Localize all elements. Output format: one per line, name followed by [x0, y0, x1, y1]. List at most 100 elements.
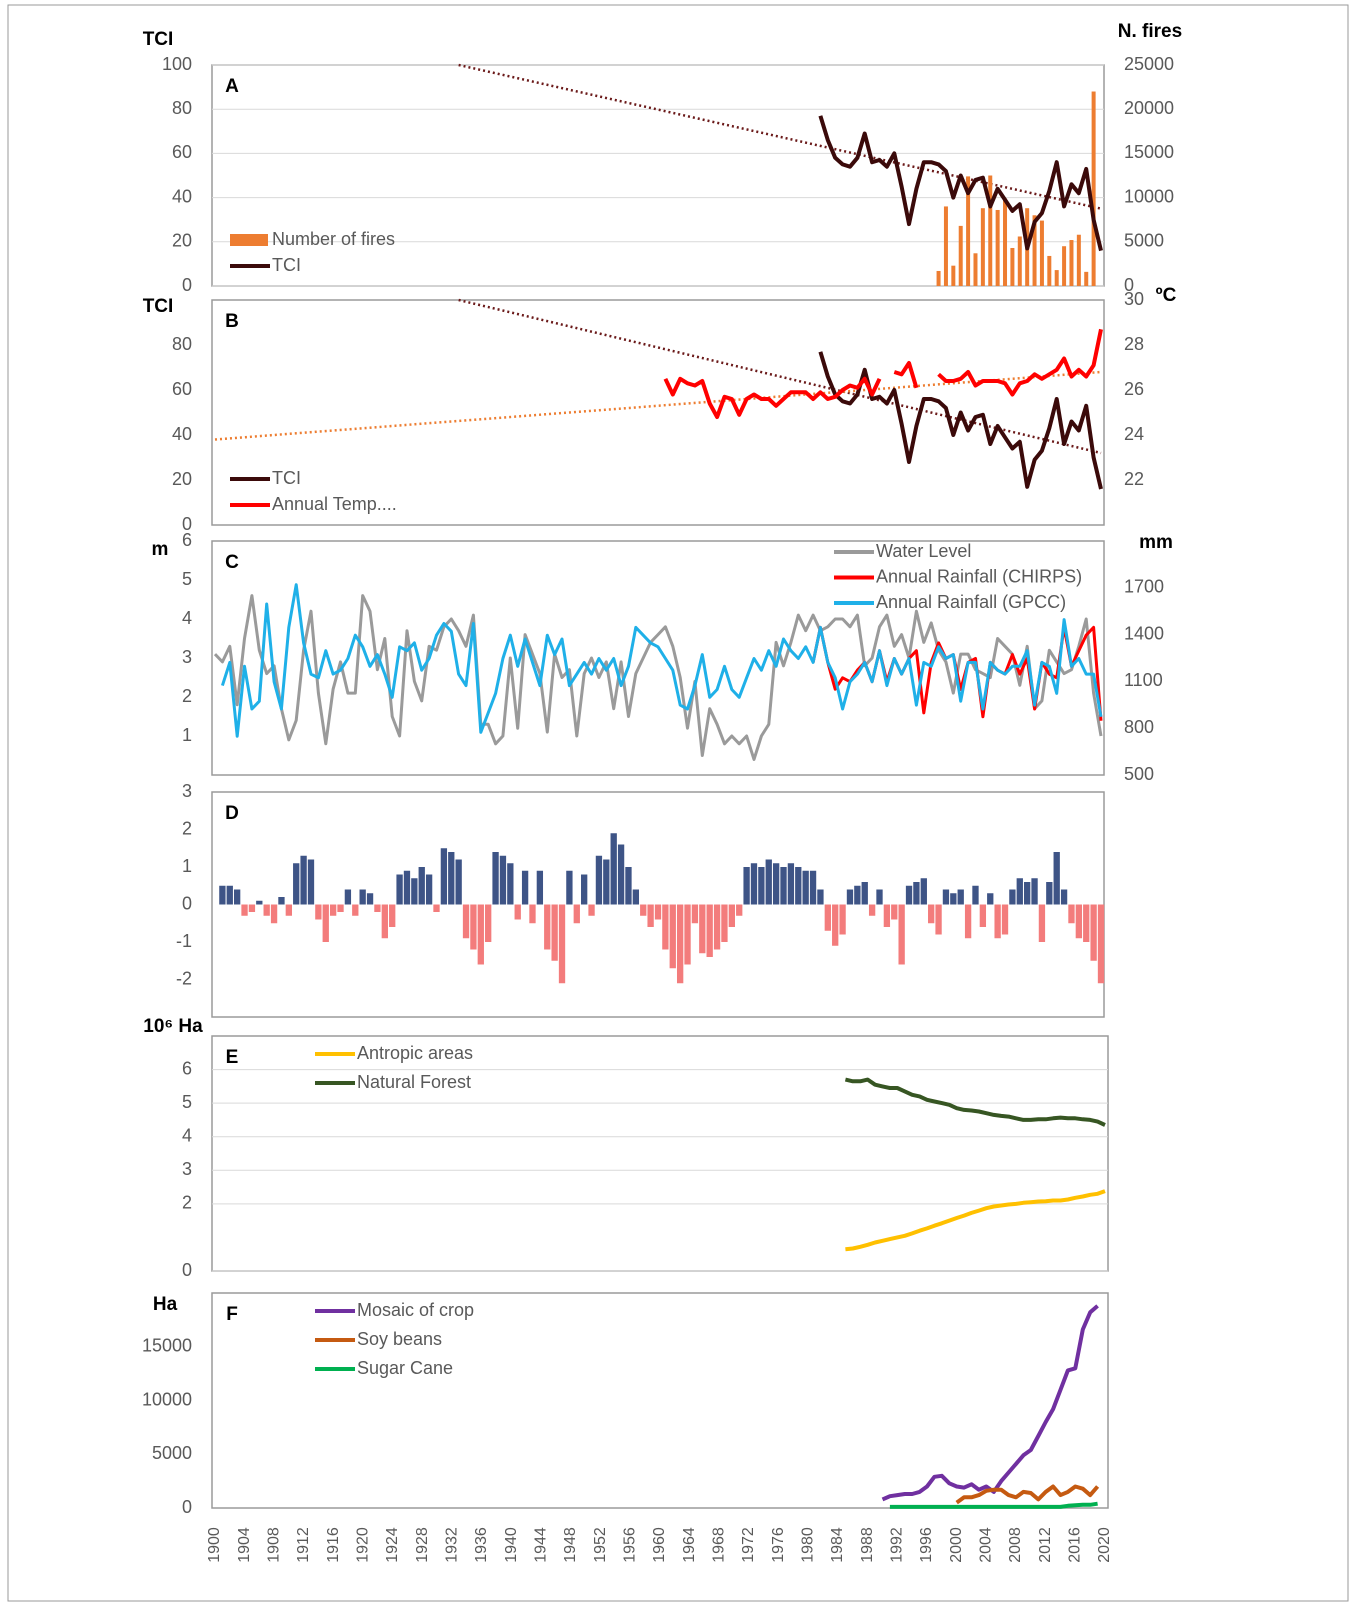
x-tick-label: 1948	[562, 1527, 579, 1563]
bar	[957, 889, 964, 905]
legend-label: TCI	[272, 255, 301, 275]
y-axis-label: Ha	[153, 1294, 178, 1315]
x-tick-label: 2008	[1007, 1527, 1024, 1563]
x-tick-label: 1900	[206, 1527, 223, 1563]
x-tick-label: 1904	[236, 1527, 253, 1563]
bar	[728, 904, 735, 927]
bar	[684, 904, 691, 965]
x-tick-label: 2020	[1096, 1527, 1113, 1563]
bar	[462, 904, 470, 939]
panel-label: D	[225, 803, 239, 824]
bar	[455, 859, 462, 905]
bar	[935, 904, 942, 935]
x-tick-label: 2004	[978, 1527, 995, 1563]
bar	[1091, 91, 1096, 287]
bar	[943, 206, 948, 286]
y2-tick-label: 30	[1124, 289, 1144, 309]
line-series	[220, 583, 1103, 738]
bar	[654, 904, 662, 920]
x-tick-label: 2012	[1037, 1527, 1054, 1563]
bar	[595, 855, 603, 905]
y2-tick-label: 800	[1124, 717, 1154, 737]
legend-label: Sugar Cane	[357, 1358, 453, 1378]
panel-label: B	[225, 311, 239, 332]
y-tick-label: 5000	[152, 1443, 192, 1463]
bar	[396, 874, 403, 905]
bar	[285, 904, 292, 916]
y-tick-label: 10000	[142, 1389, 192, 1409]
bar	[691, 904, 699, 924]
panel-label: F	[226, 1304, 238, 1325]
bar	[566, 870, 573, 905]
panel-label: A	[225, 76, 239, 97]
y-tick-label: 100	[162, 54, 192, 74]
x-tick-label: 1944	[533, 1527, 550, 1563]
y2-tick-label: 26	[1124, 379, 1144, 399]
bar	[1060, 889, 1068, 905]
bar	[1039, 220, 1044, 286]
y2-tick-label: 28	[1124, 334, 1144, 354]
y-tick-label: 2	[182, 686, 192, 706]
bar	[359, 889, 366, 905]
bar	[809, 870, 817, 905]
bar	[588, 904, 595, 916]
y2-tick-label: 500	[1124, 764, 1154, 784]
y-tick-label: 60	[172, 142, 192, 162]
bar	[1031, 878, 1038, 905]
y-tick-label: 3	[182, 781, 192, 801]
y-tick-label: 2	[182, 1193, 192, 1213]
bar	[344, 889, 352, 905]
x-tick-label: 1960	[651, 1527, 668, 1563]
plot-frame	[211, 1292, 1109, 1509]
bar	[1017, 236, 1022, 286]
y2-tick-label: 24	[1124, 424, 1144, 444]
bar	[868, 904, 876, 916]
bar	[322, 904, 329, 942]
bar	[980, 208, 985, 286]
x-tick-label: 1924	[384, 1527, 401, 1563]
bar	[219, 885, 226, 905]
bar	[883, 904, 891, 927]
y-tick-label: 2	[182, 818, 192, 838]
x-tick-label: 1932	[444, 1527, 461, 1563]
legend-label: Annual Rainfall (CHIRPS)	[876, 566, 1082, 586]
legend-label: Water Level	[876, 541, 971, 561]
bar	[270, 904, 278, 924]
bar	[544, 904, 551, 950]
bar	[640, 904, 647, 916]
bar	[581, 874, 588, 905]
legend-label: Number of fires	[272, 229, 395, 249]
bar	[241, 904, 248, 916]
y-tick-label: 4	[182, 608, 192, 628]
bar	[485, 904, 492, 942]
bar	[942, 889, 950, 905]
plot-frame	[211, 1035, 1109, 1272]
y-tick-label: 4	[182, 1125, 192, 1145]
y2-tick-label: 25000	[1124, 54, 1174, 74]
bar	[913, 882, 920, 905]
y2-tick-label: 1100	[1124, 670, 1163, 690]
legend-label: Mosaic of crop	[357, 1300, 474, 1320]
bar	[632, 889, 640, 905]
y-tick-label: 5	[182, 569, 192, 589]
y2-tick-label: 22	[1124, 469, 1144, 489]
bar	[1046, 882, 1053, 905]
y2-tick-label: 10000	[1124, 186, 1174, 206]
bar	[802, 870, 809, 905]
bar	[662, 904, 669, 950]
legend-label: Antropic areas	[357, 1043, 473, 1063]
y-tick-label: 0	[182, 1260, 192, 1280]
x-tick-label: 1984	[829, 1527, 846, 1563]
bar	[1038, 904, 1046, 942]
bar	[233, 889, 241, 905]
bar	[854, 885, 861, 905]
y-tick-label: 80	[172, 98, 192, 118]
x-tick-label: 1928	[414, 1527, 431, 1563]
bar	[1068, 904, 1075, 924]
x-tick-label: 1988	[859, 1527, 876, 1563]
y2-tick-label: 1400	[1124, 623, 1164, 643]
bar	[1016, 878, 1023, 905]
bar	[936, 270, 941, 286]
bar	[817, 889, 824, 905]
